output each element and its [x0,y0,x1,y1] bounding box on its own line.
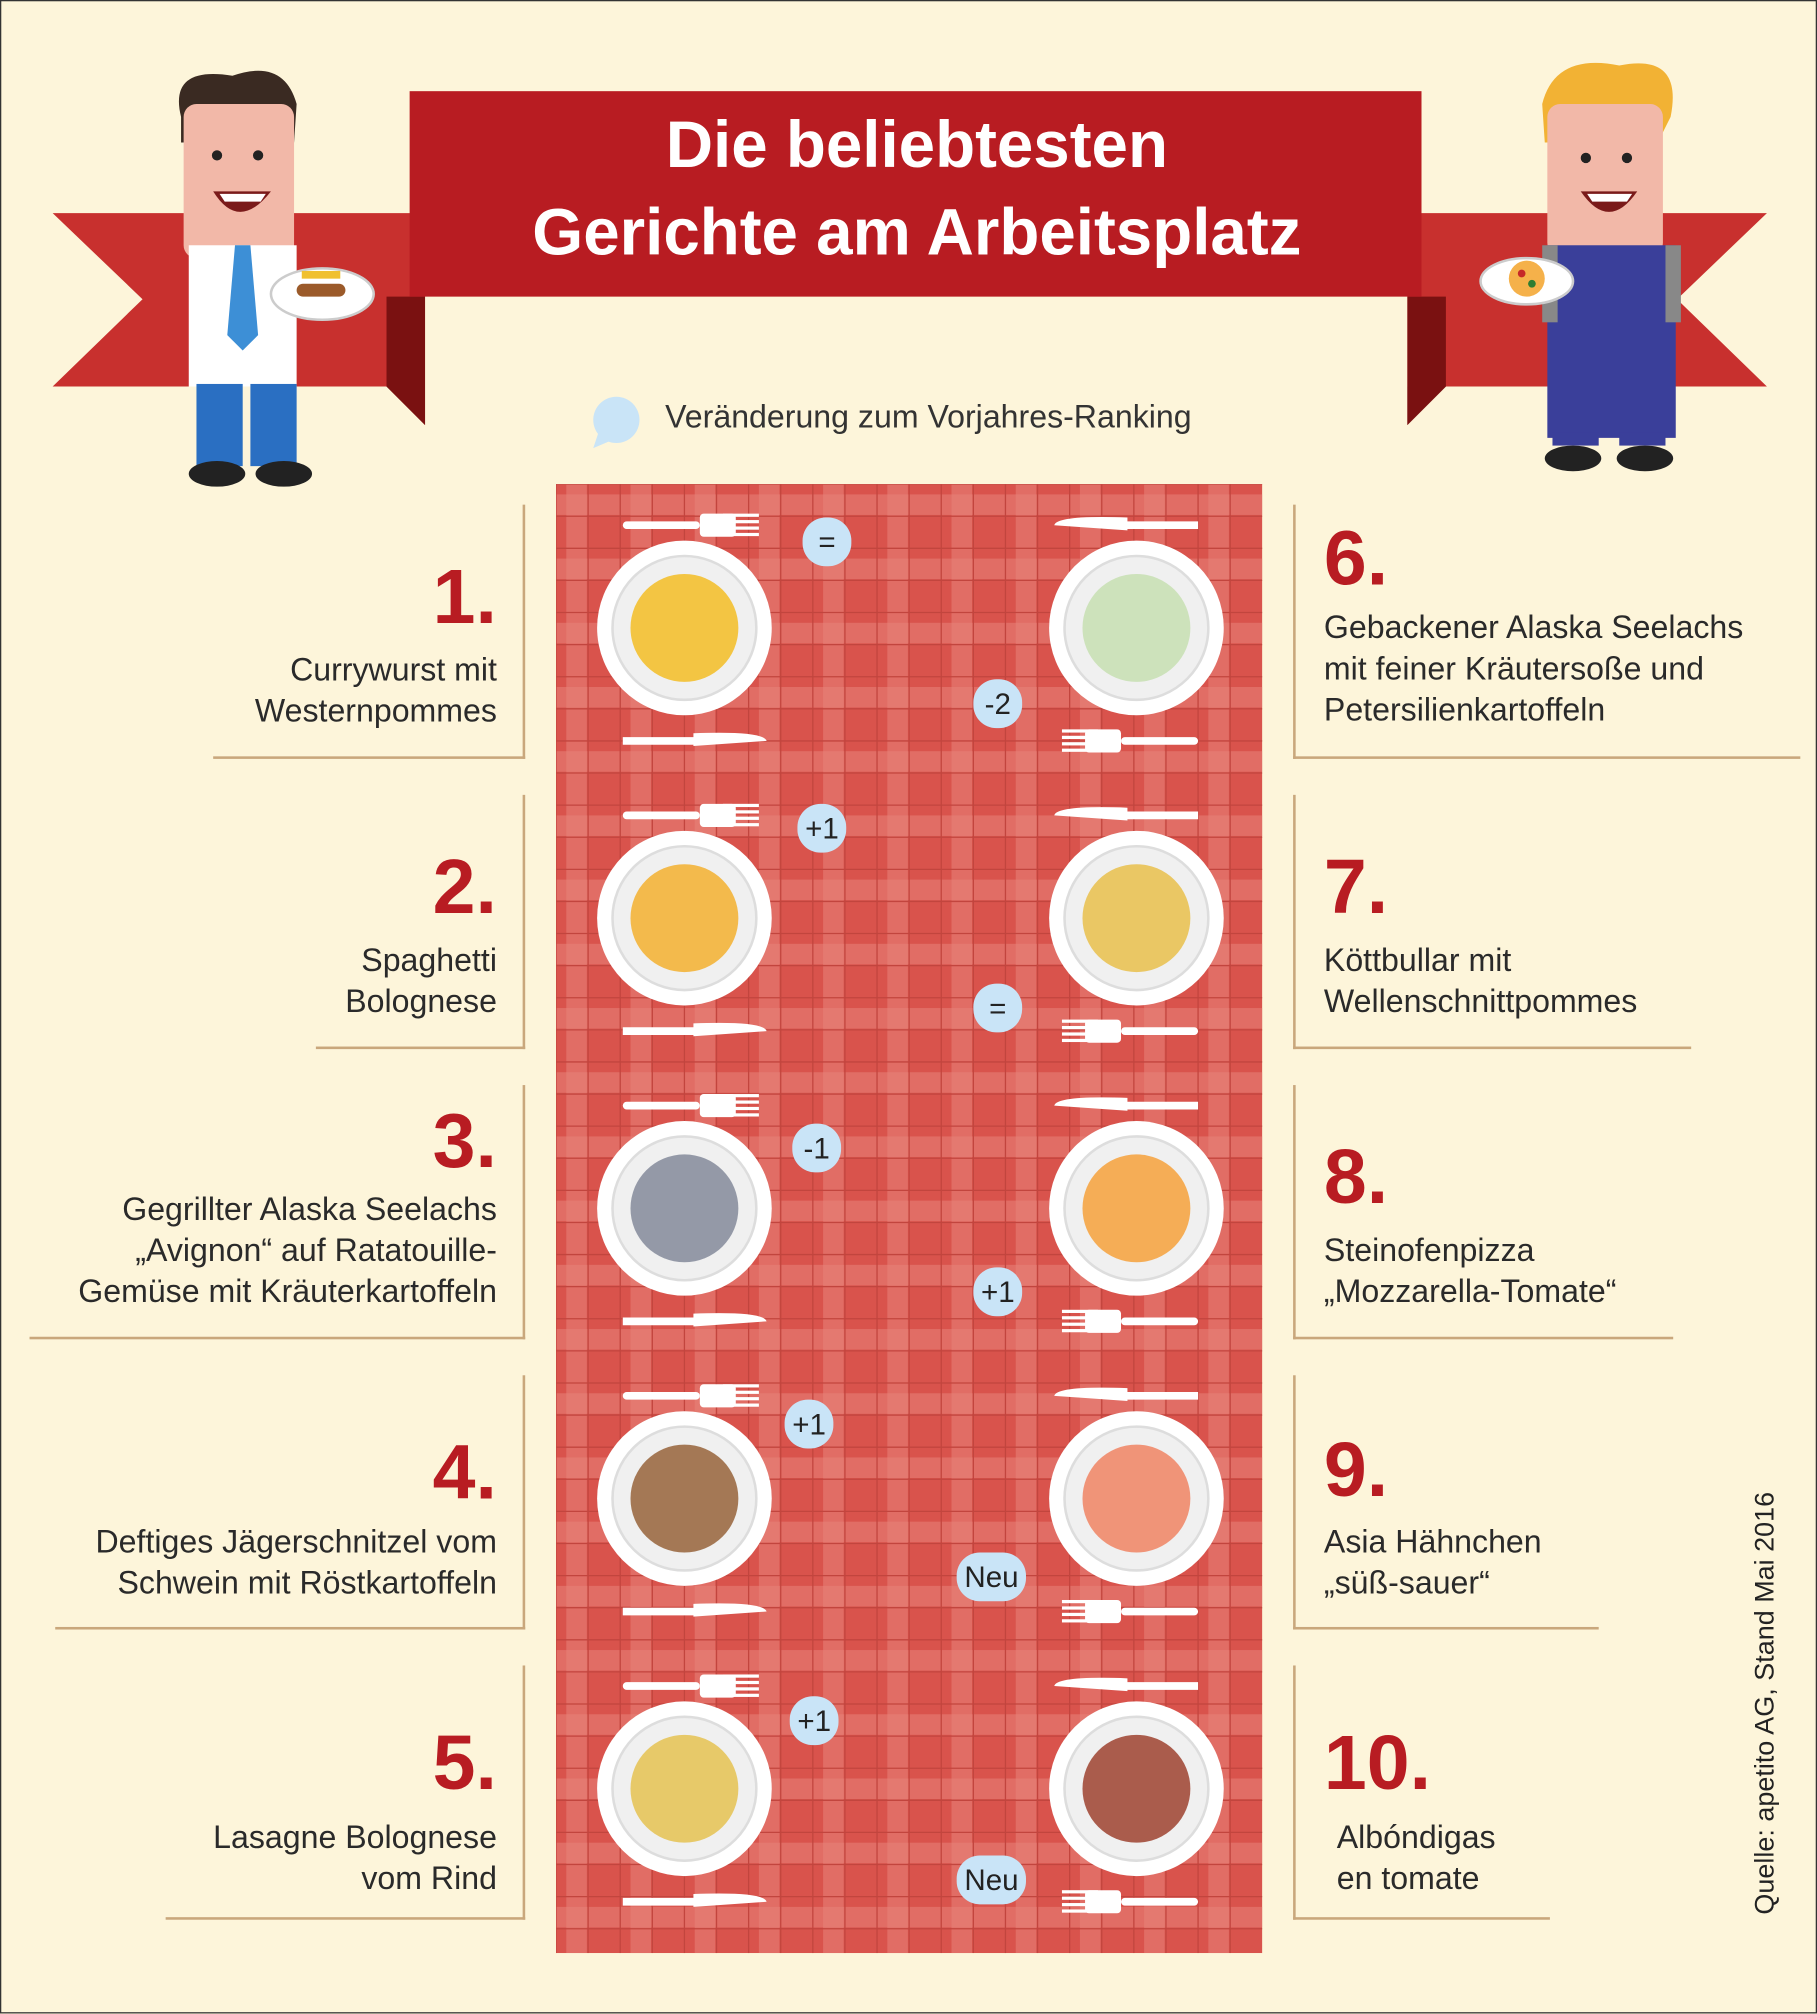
fork-icon [622,1682,700,1690]
rank-number: 4. [432,1429,497,1516]
rank-label-line: Wellenschnittpommes [1323,983,1638,1020]
title-line-2: Gerichte am Arbeitsplatz [532,195,1302,269]
rank-number: 3. [432,1097,497,1184]
divider [522,1375,526,1630]
divider [1293,1336,1674,1340]
knife-icon [1054,1677,1199,1692]
fork-icon [1121,1607,1199,1616]
divider [522,504,526,759]
change-bubble: -1 [792,1123,842,1173]
fork-icon [622,521,700,530]
rank-label-line: „Mozzarella-Tomate“ [1323,1273,1617,1310]
man-illustration [178,70,375,487]
title-line-1: Die beliebtesten [665,107,1168,182]
divider [1293,1626,1599,1630]
rank-number: 7. [1323,843,1389,930]
divider [522,1085,526,1340]
knife-icon [1054,516,1199,531]
speech-bubble-icon [588,394,645,449]
divider [1293,1375,1296,1630]
divider [1293,1046,1692,1050]
rank-label-line: „Avignon“ auf Ratatouille- [135,1232,497,1269]
source-note: Quelle: apetito AG, Stand Mai 2016 [1750,1491,1780,1915]
rank-label-line: Spaghetti [361,942,497,979]
rank-label-line: Köttbullar mit [1323,942,1512,979]
rank-label-line: Gemüse mit Kräuterkartoffeln [78,1273,497,1310]
rank-label-line: en tomate [1336,1860,1480,1897]
divider [29,1336,526,1340]
rank-label-line: „süß-sauer“ [1323,1565,1490,1602]
rank-label-line: vom Rind [361,1860,497,1897]
knife-icon [1054,1097,1199,1111]
fork-icon [1121,1317,1199,1326]
rank-label-line: Asia Hähnchen [1323,1524,1542,1561]
fork-icon [1121,737,1199,745]
rank-number: 9. [1323,1426,1389,1513]
divider [315,1046,526,1050]
change-bubble: +1 [973,1267,1023,1317]
change-bubble: Neu [956,1855,1027,1905]
rank-label-line: Lasagne Bolognese [213,1819,497,1856]
change-bubble: +1 [789,1696,839,1746]
rank-label-line: Currywurst mit [290,652,497,689]
fork-icon [1121,1027,1199,1035]
tablecloth [556,484,1263,1954]
rank-label-line: mit feiner Kräutersoße und [1323,651,1704,687]
legend-text: Veränderung zum Vorjahres-Ranking [665,399,1192,436]
fork-icon [622,811,700,820]
rank-number: 2. [432,843,497,930]
change-bubble: +1 [797,803,847,853]
change-bubble: = [802,517,852,567]
divider [1293,504,1296,759]
knife-icon [622,1313,767,1327]
change-bubble: -2 [973,679,1023,729]
divider [1293,794,1296,1050]
knife-icon [622,1893,767,1907]
rank-label-line: Gegrillter Alaska Seelachs [122,1191,497,1228]
divider [213,756,526,759]
rank-number: 10. [1323,1719,1432,1806]
divider [55,1626,526,1630]
rank-number: 8. [1323,1133,1389,1220]
rank-label-line: Schwein mit Röstkartoffeln [117,1565,497,1602]
rank-number: 6. [1323,514,1389,601]
rank-label-line: Westernpommes [254,693,497,730]
rank-label-line: Steinofenpizza [1323,1232,1535,1269]
rank-number: 5. [432,1719,497,1806]
knife-icon [1054,807,1199,821]
knife-icon [622,732,767,747]
fork-icon [622,1101,700,1110]
rank-label-line: Deftiges Jägerschnitzel vom [95,1524,497,1561]
divider [1293,756,1801,759]
divider [522,1665,526,1920]
change-bubble: = [973,983,1023,1033]
rank-label-line: Gebackener Alaska Seelachs [1323,609,1744,646]
knife-icon [1054,1387,1199,1401]
change-bubble: +1 [784,1399,834,1449]
fork-icon [622,1391,700,1400]
rank-label-line: Petersilienkartoffeln [1323,692,1606,729]
change-bubble: Neu [956,1552,1027,1602]
divider [1293,1085,1296,1340]
divider [522,794,526,1050]
rank-label-line: Albóndigas [1336,1819,1496,1856]
rank-label-line: Bolognese [345,983,497,1020]
fork-icon [1121,1897,1199,1906]
chef-illustration [1479,62,1681,472]
divider [165,1917,526,1920]
divider [1293,1665,1296,1920]
rank-number: 1. [432,553,497,640]
knife-icon [622,1603,767,1617]
divider [1293,1917,1550,1920]
knife-icon [622,1022,767,1037]
